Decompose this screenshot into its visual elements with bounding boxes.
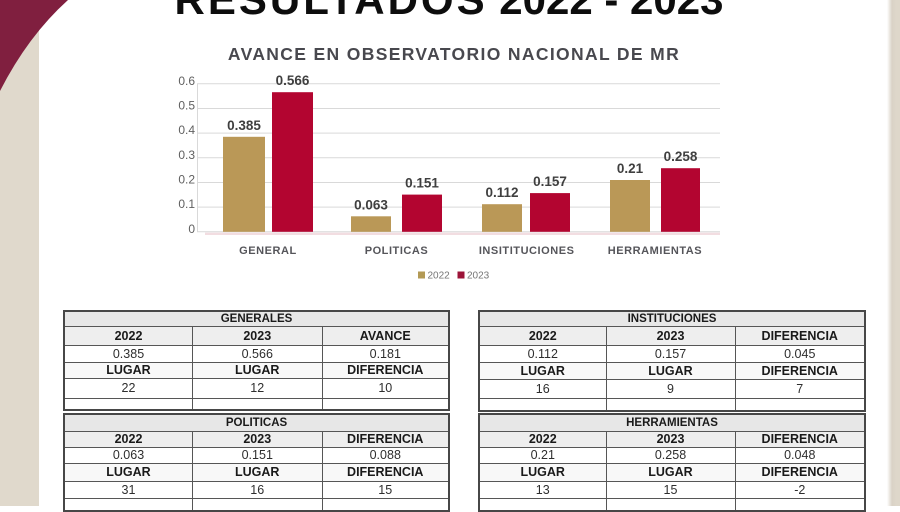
svg-text:0.112: 0.112: [485, 185, 518, 200]
svg-text:2022: 2022: [428, 271, 451, 282]
svg-text:0.063: 0.063: [354, 197, 388, 212]
svg-text:0.258: 0.258: [664, 149, 698, 164]
svg-text:INSITITUCIONES: INSITITUCIONES: [479, 245, 575, 257]
svg-text:2023: 2023: [467, 271, 490, 282]
svg-text:0.151: 0.151: [405, 176, 439, 191]
svg-text:0.2: 0.2: [178, 173, 195, 187]
svg-text:0.157: 0.157: [533, 174, 567, 189]
svg-text:0.5: 0.5: [178, 99, 195, 113]
svg-text:0.1: 0.1: [178, 197, 195, 211]
svg-text:POLITICAS: POLITICAS: [365, 245, 429, 257]
svg-text:0.385: 0.385: [227, 118, 261, 133]
svg-text:0.21: 0.21: [617, 161, 644, 176]
svg-text:HERRAMIENTAS: HERRAMIENTAS: [608, 245, 702, 257]
svg-text:0.6: 0.6: [178, 74, 195, 88]
svg-text:0: 0: [188, 222, 195, 236]
svg-text:0.4: 0.4: [178, 123, 195, 137]
svg-text:0.3: 0.3: [178, 148, 195, 162]
svg-text:GENERAL: GENERAL: [239, 245, 297, 257]
svg-text:0.566: 0.566: [276, 73, 310, 88]
